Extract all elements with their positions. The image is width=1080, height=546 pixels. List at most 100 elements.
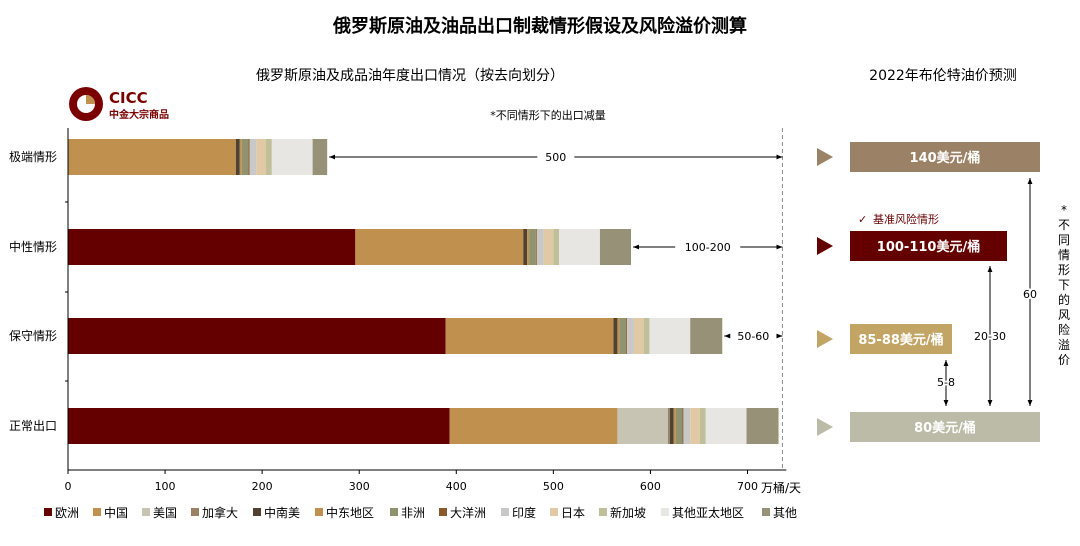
x-tick-label-2: 200 (252, 480, 273, 493)
bar-segment-2-11 (649, 318, 691, 354)
bar-segment-2-9 (633, 318, 644, 354)
x-tick-label-4: 400 (446, 480, 467, 493)
bar-segment-1-10 (553, 229, 560, 265)
bar-segment-3-5 (673, 408, 676, 444)
x-tick-label-0: 0 (65, 480, 72, 493)
bar-segment-1-6 (529, 229, 536, 265)
logo-brand: CICC (109, 89, 148, 107)
legend-label-6: 非洲 (401, 506, 425, 520)
bar-segment-0-11 (271, 139, 313, 175)
logo-name: 中金大宗商品 (109, 108, 169, 121)
reduction-label-2: 50-60 (737, 330, 769, 343)
bar-segment-0-5 (239, 139, 242, 175)
legend-swatch-2 (142, 508, 150, 516)
premium-label-1: 20-30 (974, 330, 1006, 343)
bar-segment-3-7 (682, 408, 684, 444)
bar-segment-0-7 (248, 139, 250, 175)
price-label-2: 85-88美元/桶 (858, 332, 943, 348)
legend-swatch-5 (315, 508, 323, 516)
legend-label-3: 加拿大 (202, 505, 238, 520)
bar-segment-1-9 (543, 229, 554, 265)
bar-segment-1-4 (523, 229, 528, 265)
legend-swatch-11 (661, 508, 669, 516)
x-tick-label-6: 600 (640, 480, 661, 493)
bar-segment-3-2 (617, 408, 668, 444)
scenario-pointer-icon (817, 148, 833, 166)
bar-segment-3-1 (449, 408, 618, 444)
legend-swatch-7 (439, 508, 447, 516)
right-chart-title: 2022年布伦特油价预测 (869, 68, 1017, 84)
bar-segment-2-12 (690, 318, 723, 354)
legend-swatch-1 (93, 508, 101, 516)
bar-segment-1-8 (536, 229, 544, 265)
bar-segment-2-1 (445, 318, 614, 354)
bar-segment-3-11 (705, 408, 747, 444)
x-tick-label-3: 300 (349, 480, 370, 493)
legend-swatch-0 (44, 508, 52, 516)
price-box-2 (850, 324, 952, 354)
legend-label-8: 印度 (512, 505, 536, 520)
legend-label-5: 中东地区 (326, 505, 374, 520)
bar-segment-0-12 (312, 139, 328, 175)
bar-segment-0-4 (235, 139, 240, 175)
bar-segment-0-1 (68, 139, 236, 175)
bar-segment-1-1 (355, 229, 524, 265)
legend-swatch-12 (762, 508, 770, 516)
category-label-3: 正常出口 (9, 419, 57, 433)
reduction-note: *不同情形下的出口减量 (490, 108, 606, 122)
bar-segment-1-7 (535, 229, 537, 265)
price-label-0: 140美元/桶 (910, 150, 981, 166)
bar-segment-3-9 (690, 408, 700, 444)
legend-swatch-4 (253, 508, 261, 516)
category-label-0: 极端情形 (9, 150, 57, 164)
price-box-0 (850, 142, 1040, 172)
x-tick-label-1: 100 (155, 480, 176, 493)
bar-segment-1-12 (599, 229, 632, 265)
bar-segment-0-8 (249, 139, 257, 175)
logo-segment-icon (86, 95, 95, 104)
bar-segment-2-4 (613, 318, 618, 354)
scenario-pointer-icon (817, 237, 833, 255)
bar-segment-2-10 (643, 318, 650, 354)
premium-label-bg-0: 5-8 (937, 376, 955, 389)
bar-segment-2-6 (619, 318, 627, 354)
bar-segment-3-0 (68, 408, 450, 444)
legend-swatch-10 (599, 508, 607, 516)
bar-segment-3-3 (667, 408, 670, 444)
legend-label-4: 中南美 (264, 505, 300, 520)
bar-segment-2-7 (626, 318, 628, 354)
scenario-pointer-icon (817, 330, 833, 348)
legend-label-12: 其他 (773, 506, 797, 520)
bar-segment-2-5 (617, 318, 620, 354)
legend-swatch-6 (390, 508, 398, 516)
category-label-1: 中性情形 (9, 239, 57, 254)
reduction-label-1: 100-200 (685, 241, 731, 254)
bar-segment-3-12 (746, 408, 779, 444)
main-title: 俄罗斯原油及油品出口制裁情形假设及风险溢价测算 (332, 15, 747, 37)
bar-segment-3-8 (683, 408, 691, 444)
bar-segment-1-0 (68, 229, 356, 265)
benchmark-label: 基准风险情形 (873, 212, 939, 226)
bar-segment-0-6 (241, 139, 249, 175)
x-tick-label-7: 700 (737, 480, 758, 493)
side-note: *不同情形下的风险溢价 (1058, 203, 1070, 367)
category-label-2: 保守情形 (9, 329, 57, 343)
x-unit-label: 万桶/天 (761, 480, 801, 495)
bar-segment-1-11 (559, 229, 600, 265)
legend-label-0: 欧洲 (55, 506, 79, 520)
premium-label-2: 60 (1023, 288, 1037, 301)
legend-swatch-3 (191, 508, 199, 516)
legend-swatch-8 (501, 508, 509, 516)
premium-label-0: 5-8 (937, 376, 955, 389)
price-label-3: 80美元/桶 (914, 420, 976, 436)
bar-segment-2-8 (627, 318, 634, 354)
bar-segment-3-6 (675, 408, 683, 444)
left-chart-title: 俄罗斯原油及成品油年度出口情况（按去向划分） (256, 68, 564, 84)
premium-label-bg-2: 60 (1023, 288, 1037, 301)
price-box-1 (850, 231, 1007, 261)
bar-segment-3-10 (699, 408, 706, 444)
legend-label-10: 新加坡 (610, 505, 646, 520)
bar-segment-0-9 (256, 139, 267, 175)
